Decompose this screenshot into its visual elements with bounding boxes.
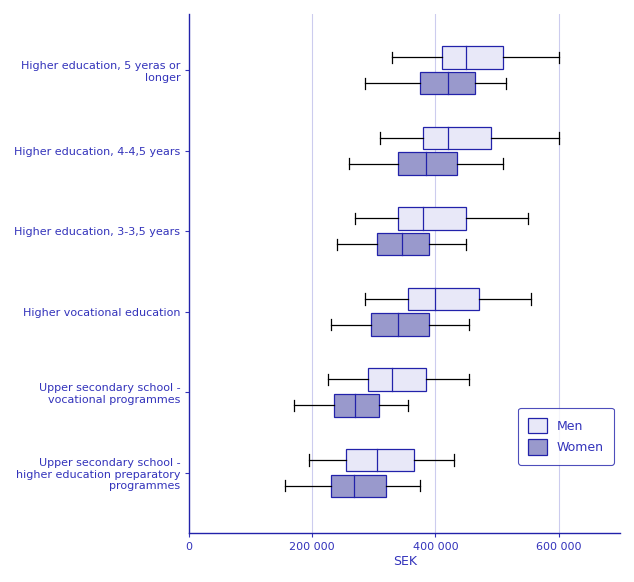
Legend: Men, Women: Men, Women <box>518 408 614 464</box>
Bar <box>420 72 476 94</box>
Bar <box>371 314 429 336</box>
Bar <box>377 233 429 255</box>
Bar <box>408 288 479 310</box>
Bar <box>346 449 414 471</box>
Bar <box>399 152 457 175</box>
Bar <box>331 474 386 497</box>
Bar <box>441 46 503 69</box>
Bar <box>399 207 466 230</box>
Bar <box>334 394 378 417</box>
X-axis label: SEK: SEK <box>392 555 417 568</box>
Bar <box>368 368 426 391</box>
Bar <box>423 127 491 149</box>
